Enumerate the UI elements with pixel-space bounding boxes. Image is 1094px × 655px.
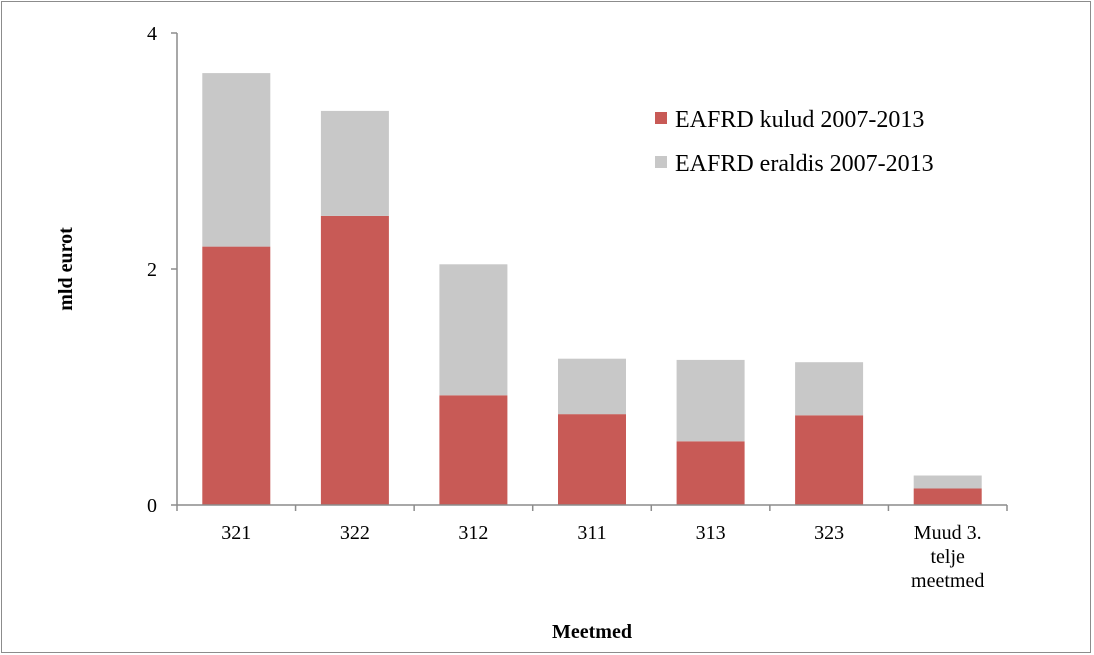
x-tick-label: Muud 3. telje meetmed [911,522,984,592]
legend-label-eraldis: EAFRD eraldis 2007-2013 [675,151,934,177]
x-tick-label-line: Muud 3. [914,522,982,544]
bar-eraldis-6 [913,475,982,489]
x-tick-label-line: 321 [221,522,251,544]
bar-kulud-5 [795,415,864,505]
x-tick-label: 323 [814,522,844,544]
y-axis-title: mld eurot [55,227,77,311]
bar-eraldis-0 [202,73,271,247]
x-tick-label: 322 [340,522,370,544]
x-axis-title: Meetmed [552,621,632,643]
legend: EAFRD kulud 2007-2013 EAFRD eraldis 2007… [655,107,934,177]
bars-layer [202,73,982,505]
x-ticks-layer: 321 322 312 311 313 323 Muud 3. telje meetmed [176,505,1008,592]
legend-label-kulud: EAFRD kulud 2007-2013 [675,107,924,133]
x-tick-label-line: meetmed [911,570,984,592]
x-tick-label-line: 312 [458,522,488,544]
x-tick-label-line: 311 [577,522,606,544]
legend-item-eraldis: EAFRD eraldis 2007-2013 [655,151,934,177]
legend-item-kulud: EAFRD kulud 2007-2013 [655,107,924,133]
bar-eraldis-3 [558,358,626,415]
y-tick-label: 0 [147,495,157,517]
x-tick-label-line: 313 [696,522,726,544]
bar-eraldis-5 [795,362,864,416]
bar-eraldis-1 [320,110,389,216]
x-tick-label-line: 323 [814,522,844,544]
x-tick-label: 311 [577,522,606,544]
x-tick-label-line: 322 [340,522,370,544]
legend-swatch-eraldis [655,156,667,168]
y-tick-label: 2 [147,259,157,281]
bar-kulud-2 [439,395,508,505]
bar-kulud-3 [558,414,626,505]
x-tick-label: 312 [458,522,488,544]
bar-eraldis-2 [439,264,508,396]
bar-kulud-6 [913,488,982,505]
bar-eraldis-4 [676,359,745,442]
x-tick-label-line: telje [930,546,965,568]
x-tick-label: 313 [696,522,726,544]
bar-kulud-1 [320,215,389,505]
bar-kulud-0 [202,246,271,505]
y-tick-label: 4 [147,23,157,45]
legend-swatch-kulud [655,112,667,124]
y-ticks-layer: 0 2 4 [147,23,177,517]
x-tick-label: 321 [221,522,251,544]
bar-kulud-4 [676,441,745,505]
